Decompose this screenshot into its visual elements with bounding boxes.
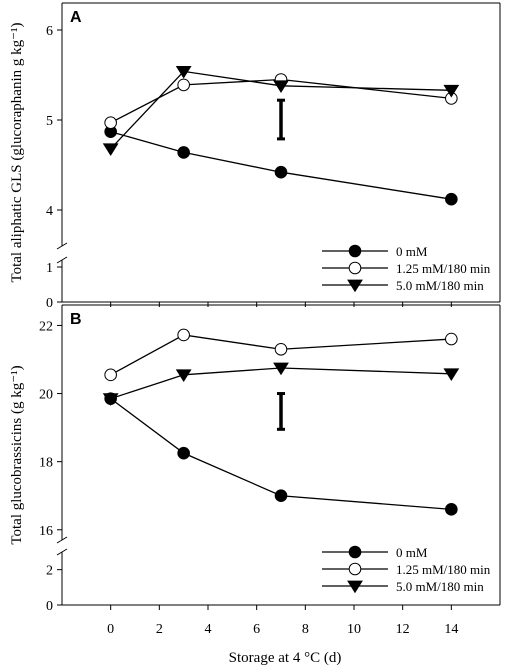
data-point-series-2: [273, 80, 289, 94]
panel-label: A: [70, 9, 82, 26]
x-tick-label: 0: [107, 622, 114, 637]
data-point-series-2: [175, 369, 192, 383]
data-point-series-2: [102, 393, 119, 406]
legend-marker: [348, 244, 362, 258]
data-point-series-1: [104, 116, 117, 129]
data-point-series-0: [445, 503, 458, 516]
legend-entry: 5.0 mM/180 min: [322, 579, 484, 594]
data-point-series-0: [445, 192, 458, 206]
x-tick-label: 4: [205, 622, 212, 637]
data-point-series-2: [273, 362, 289, 376]
data-point-series-1: [177, 78, 190, 92]
y-tick-label: 16: [39, 524, 53, 539]
data-point-series-1: [104, 368, 117, 382]
data-point-series-0: [274, 489, 288, 503]
data-point-series-2: [175, 66, 192, 79]
legend-marker: [347, 279, 363, 293]
x-tick-label: 8: [302, 622, 309, 637]
data-point-series-2: [443, 84, 460, 98]
legend-label: 1.25 mM/180 min: [396, 261, 491, 276]
legend-entry: 0 mM: [322, 545, 428, 560]
legend-marker: [348, 545, 362, 559]
y-tick-label: 5: [46, 114, 53, 129]
legend-label: 5.0 mM/180 min: [396, 579, 484, 594]
legend-marker: [348, 562, 362, 576]
legend-label: 5.0 mM/180 min: [396, 278, 484, 293]
series-line-2: [110, 70, 452, 150]
data-point-series-0: [177, 446, 190, 460]
data-point-series-2: [443, 368, 460, 382]
data-point-series-1: [274, 342, 288, 356]
x-tick-label: 2: [156, 622, 163, 637]
legend-entry: 0 mM: [322, 244, 428, 259]
x-tick-label: 12: [396, 622, 410, 637]
y-tick-label: 2: [46, 564, 53, 579]
axis-break-mark: [56, 256, 68, 264]
data-point-series-2: [102, 143, 119, 157]
legend-label: 0 mM: [396, 545, 428, 560]
y-tick-label: 18: [39, 456, 53, 471]
legend-marker: [347, 580, 363, 594]
legend-label: 0 mM: [396, 244, 428, 259]
legend-marker: [348, 261, 362, 275]
x-tick-label: 10: [347, 622, 361, 637]
y-axis-label: Total aliphatic GLS (glucoraphanin g kg⁻…: [9, 22, 25, 282]
series-line-0: [110, 398, 452, 510]
axis-break-mark: [56, 548, 68, 556]
legend-entry: 5.0 mM/180 min: [322, 278, 484, 293]
series-line-0: [110, 131, 452, 200]
y-tick-label: 1: [46, 261, 53, 276]
series-line-1: [110, 78, 452, 124]
data-point-series-0: [274, 165, 288, 179]
data-point-series-1: [177, 328, 190, 342]
legend-entry: 1.25 mM/180 min: [322, 562, 491, 577]
data-point-series-1: [445, 332, 458, 346]
panel-a: A 4 5 6 0 1 Total aliphatic GLS (glucoraphanin…: [9, 2, 501, 311]
legend-entry: 1.25 mM/180 min: [322, 261, 491, 276]
y-tick-label: 22: [39, 319, 53, 334]
legend-label: 1.25 mM/180 min: [396, 562, 491, 577]
series-line-1: [110, 334, 452, 376]
axis-break-mark: [56, 242, 68, 250]
panel-label: B: [70, 311, 82, 328]
y-axis-label: Total glucobrassicins (g kg⁻¹): [9, 365, 25, 544]
data-point-series-0: [177, 146, 190, 159]
y-tick-label: 20: [39, 388, 53, 403]
series-line-2: [110, 367, 452, 400]
x-axis-label: Storage at 4 °C (d): [229, 650, 342, 666]
axis-break-mark: [56, 536, 68, 544]
y-tick-label: 0: [46, 296, 53, 311]
x-tick-label: 14: [444, 622, 458, 637]
y-tick-label: 4: [46, 204, 53, 219]
y-tick-label: 6: [46, 24, 53, 39]
y-tick-label: 0: [46, 599, 53, 614]
x-tick-label: 6: [253, 622, 260, 637]
